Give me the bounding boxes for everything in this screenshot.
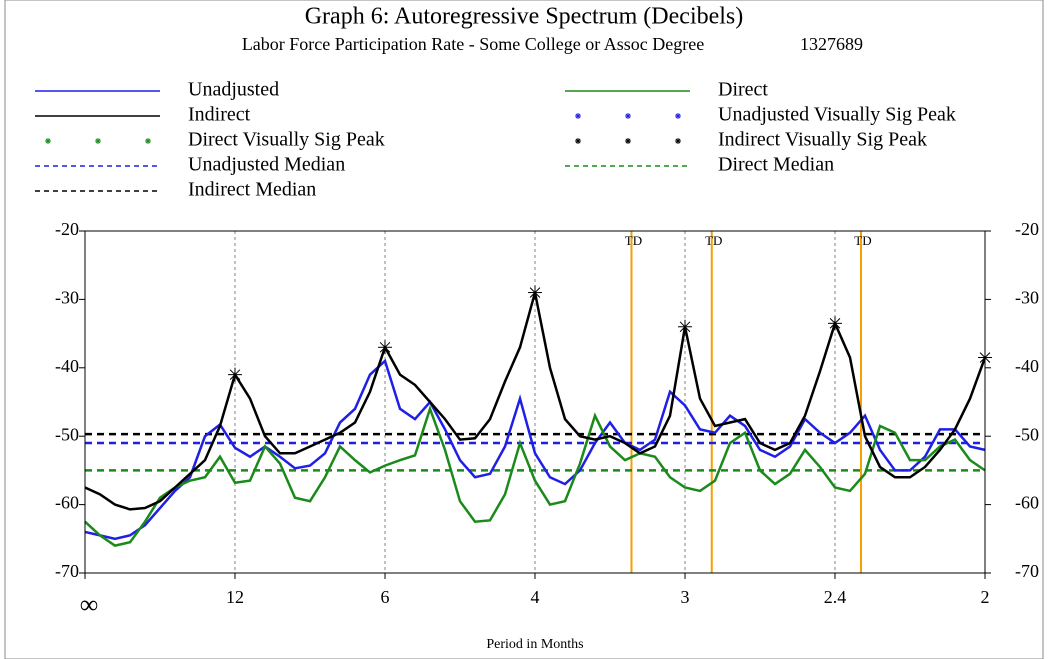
asterisk-stroke (625, 113, 631, 119)
legend-label: Direct Visually Sig Peak (188, 129, 385, 151)
y-tick-label-right: -40 (1015, 356, 1039, 376)
x-tick-label: 4 (531, 587, 540, 607)
y-tick-label: -40 (55, 356, 79, 376)
legend-label: Unadjusted Median (188, 154, 345, 176)
chart-title: Graph 6: Autoregressive Spectrum (Decibe… (305, 4, 744, 30)
x-tick-label: 6 (381, 587, 390, 607)
y-tick-label: -60 (55, 493, 79, 513)
series-line (84, 404, 986, 547)
y-tick-label: -20 (55, 219, 79, 239)
x-axis-label: Period in Months (486, 637, 583, 652)
legend-item: Direct Visually Sig Peak (45, 129, 385, 151)
x-tick-label: 2.4 (824, 587, 847, 607)
y-tick-label-right: -70 (1015, 561, 1039, 581)
plot-frame (84, 230, 986, 574)
chart-subtitle: Labor Force Participation Rate - Some Co… (242, 34, 704, 54)
x-tick-label: 12 (226, 587, 244, 607)
x-tick-label: ∞ (80, 590, 99, 619)
legend-label: Direct Median (718, 154, 834, 176)
y-tick-label: -70 (55, 561, 79, 581)
y-tick-label-right: -60 (1015, 493, 1039, 513)
legend-label: Indirect Median (188, 179, 316, 201)
td-label: TD (625, 233, 642, 248)
series-line (84, 358, 986, 541)
legend-label: Unadjusted Visually Sig Peak (718, 104, 956, 126)
asterisk-stroke (229, 369, 241, 380)
asterisk-stroke (95, 138, 101, 144)
legend-item: Unadjusted Visually Sig Peak (575, 104, 956, 126)
y-tick-label-right: -30 (1015, 288, 1039, 308)
legend-item: Indirect Median (35, 179, 316, 201)
asterisk-stroke (379, 341, 391, 353)
peak-marker (528, 285, 542, 300)
y-tick-label: -50 (55, 424, 79, 444)
x-tick-label: 3 (680, 587, 689, 607)
legend-item: Unadjusted (35, 79, 279, 101)
x-tick-label: 2 (981, 587, 990, 607)
asterisk-stroke (575, 138, 581, 144)
y-tick-label-right: -50 (1015, 424, 1039, 444)
legend-label: Indirect Visually Sig Peak (718, 129, 927, 151)
legend-item: Unadjusted Median (35, 154, 345, 176)
asterisk-stroke (679, 321, 691, 333)
series-id: 1327689 (800, 34, 863, 54)
legend-label: Unadjusted (188, 79, 279, 101)
legend-item: Indirect (35, 104, 251, 126)
asterisk-stroke (675, 113, 681, 119)
legend-item: Direct (565, 79, 768, 101)
asterisk-stroke (829, 318, 841, 329)
peak-marker (378, 340, 393, 355)
y-tick-label-right: -20 (1015, 219, 1039, 239)
peak-marker (828, 316, 843, 331)
legend-item: Direct Median (565, 154, 834, 176)
y-tick-label: -30 (55, 288, 79, 308)
legend-label: Indirect (188, 104, 251, 126)
td-label: TD (705, 233, 722, 248)
td-label: TD (854, 233, 871, 248)
legend-item: Indirect Visually Sig Peak (575, 129, 927, 151)
asterisk-stroke (45, 138, 51, 144)
asterisk-stroke (575, 113, 581, 119)
asterisk-stroke (675, 138, 681, 144)
peak-marker (677, 319, 692, 334)
peak-marker (227, 367, 242, 382)
asterisk-stroke (145, 138, 151, 144)
asterisk-stroke (625, 138, 631, 144)
asterisk-stroke (529, 287, 541, 298)
legend-label: Direct (718, 79, 768, 101)
